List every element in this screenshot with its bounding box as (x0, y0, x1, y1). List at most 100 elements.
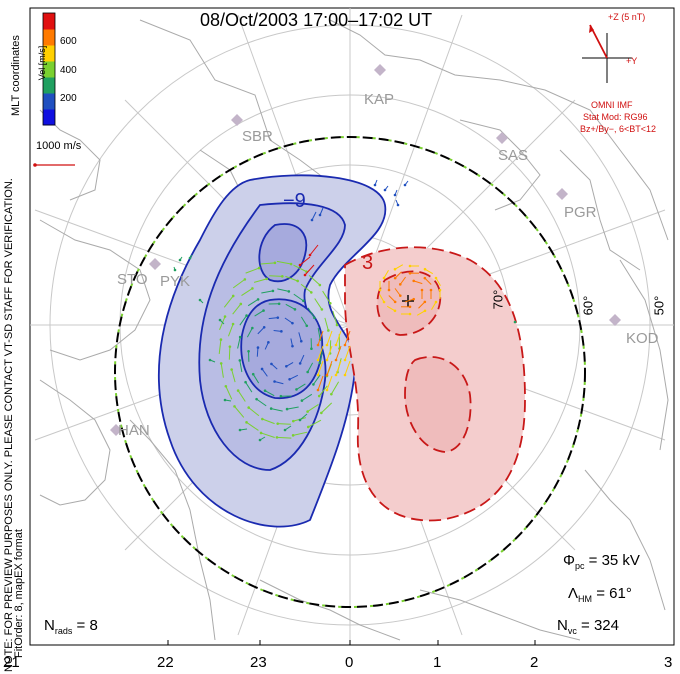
velocity-vector (241, 287, 253, 297)
velocity-vector-origin (243, 278, 247, 281)
lat-label-70: 70° (490, 289, 506, 310)
stat-nrads-value: = 8 (76, 617, 98, 634)
velocity-vector (264, 390, 275, 397)
station-marker (110, 424, 122, 436)
velocity-vector-origin (429, 288, 433, 292)
velocity-vector (326, 345, 333, 361)
velocity-vector-origin (408, 312, 412, 316)
stat-n-vc: Nvc = 324 (557, 617, 619, 636)
station-marker (609, 314, 621, 326)
scale-vector-origin (33, 163, 37, 167)
velocity-vector-origin (288, 377, 291, 381)
velocity-vector-origin (188, 256, 192, 260)
velocity-vector (293, 264, 307, 273)
velocity-vector (317, 345, 324, 361)
velocity-vector-origin (251, 287, 254, 290)
velocity-vector (232, 303, 242, 315)
mlt-tick-3: 3 (664, 654, 673, 671)
velocity-vector (317, 360, 324, 376)
velocity-vector-origin (276, 422, 279, 425)
velocity-vector-origin (403, 183, 407, 187)
velocity-vector (298, 332, 302, 342)
station-marker (149, 258, 161, 270)
lat-label-50: 50° (651, 295, 667, 316)
velocity-vector-origin (267, 341, 270, 344)
velocity-vector (307, 403, 319, 413)
velocity-vector (253, 278, 267, 283)
velocity-vector-origin (334, 358, 338, 362)
velocity-vector (307, 307, 315, 319)
mlt-tick-22: 22 (157, 654, 174, 671)
velocity-vector-origin (285, 364, 288, 368)
velocity-vector (431, 301, 437, 311)
velocity-vector (311, 211, 317, 221)
velocity-vector-origin (219, 338, 223, 341)
colorbar-tick-600: 600 (60, 36, 77, 47)
velocity-vector-origin (300, 399, 304, 402)
velocity-vector-origin (238, 428, 242, 432)
velocity-vector-origin (275, 436, 279, 439)
velocity-vector-origin (325, 388, 329, 392)
velocity-vector-origin (327, 329, 330, 332)
velocity-vector (394, 264, 404, 270)
velocity-vector (344, 360, 351, 376)
velocity-vector (326, 330, 333, 346)
velocity-vector (276, 436, 292, 439)
velocity-vector-origin (245, 421, 248, 424)
velocity-vector-origin (277, 302, 281, 306)
velocity-vector-origin (325, 358, 329, 362)
velocity-vector-origin (310, 218, 314, 222)
velocity-vector (413, 280, 423, 285)
velocity-vector-origin (393, 276, 397, 280)
velocity-vector (277, 423, 291, 425)
colorbar-label: Vel [m/s] (37, 45, 47, 81)
velocity-vector-origin (303, 273, 307, 277)
velocity-vector-origin (408, 305, 412, 309)
velocity-vector-origin (310, 347, 313, 351)
velocity-vectors (173, 179, 517, 442)
velocity-vector-origin (305, 324, 309, 328)
velocity-vector-origin (257, 266, 261, 270)
velocity-vector-origin (251, 372, 255, 376)
velocity-vector-origin (231, 322, 235, 326)
velocity-vector (260, 262, 275, 265)
imf-vector-head (589, 25, 594, 33)
velocity-vector-origin (434, 300, 438, 304)
velocity-vector (416, 310, 426, 316)
velocity-vector-origin (255, 397, 258, 401)
stat-lambda-hm: ΛHM = 61° (568, 585, 632, 604)
velocity-vector (276, 260, 292, 265)
velocity-vector-origin (279, 394, 283, 398)
velocity-vector-origin (412, 297, 416, 301)
imf-y-label: +Y (626, 56, 638, 66)
velocity-vector-origin (262, 326, 266, 329)
velocity-vector (256, 347, 259, 357)
velocity-vector-origin (393, 193, 397, 197)
velocity-vector-origin (316, 343, 320, 347)
velocity-vector (227, 323, 234, 337)
velocity-vector-origin (236, 389, 240, 392)
contour-label-negative: −9 (283, 190, 306, 212)
velocity-vector-origin (423, 267, 427, 271)
mlt-tick-2: 2 (530, 654, 539, 671)
velocity-vector-origin (218, 318, 222, 322)
plot-frame (29, 7, 675, 646)
negative-contour-inner-2 (240, 298, 323, 399)
velocity-vector-origin (325, 373, 329, 377)
negative-potential-cell (157, 174, 387, 528)
velocity-vector-origin (263, 389, 267, 392)
colorbar-swatch (43, 61, 55, 78)
velocity-vector (286, 406, 299, 410)
velocity-vector (314, 298, 323, 310)
velocity-vector (394, 288, 401, 296)
velocity-vector-origin (343, 373, 347, 377)
velocity-vector (256, 398, 267, 407)
velocity-vector-origin (273, 261, 277, 265)
velocity-vector-origin (296, 279, 299, 283)
velocity-vector (435, 277, 441, 287)
velocity-vector (424, 268, 434, 275)
velocity-vector (296, 383, 306, 390)
velocity-vector-origin (276, 316, 280, 319)
velocity-vector (218, 339, 222, 354)
velocity-colorbar (42, 12, 56, 126)
